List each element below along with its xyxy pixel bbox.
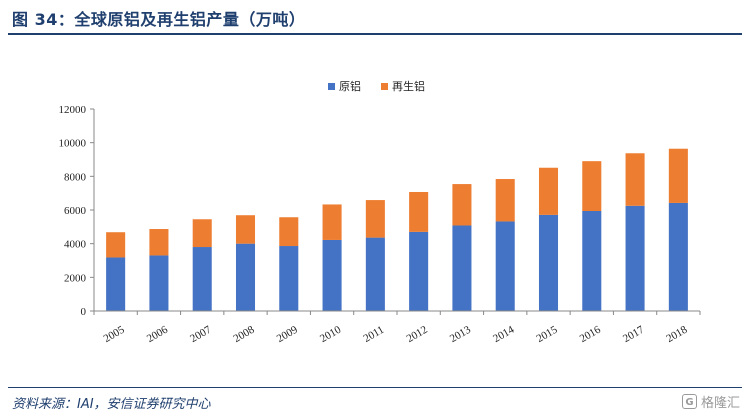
bar-recycled-aluminum (235, 215, 256, 244)
bar-recycled-aluminum (582, 161, 602, 212)
bar-primary-aluminum (279, 246, 299, 311)
legend-label-primary: 原铝 (339, 79, 361, 93)
y-tick-label: 6000 (64, 205, 87, 217)
bar-recycled-aluminum (538, 167, 559, 215)
y-tick-label: 12000 (59, 104, 87, 116)
x-tick-label: 2012 (405, 324, 430, 345)
bar-primary-aluminum (495, 221, 515, 311)
watermark: G 格隆汇 (681, 392, 740, 411)
bar-recycled-aluminum (495, 179, 515, 222)
x-tick-label: 2015 (534, 323, 559, 345)
x-tick-label: 2013 (448, 323, 473, 345)
bar-recycled-aluminum (409, 191, 429, 232)
bar-recycled-aluminum (106, 232, 126, 258)
bar-recycled-aluminum (452, 184, 472, 226)
bar-primary-aluminum (106, 257, 126, 311)
x-tick-label: 2005 (102, 323, 127, 345)
figure-title: 图 34：全球原铝及再生铝产量（万吨） (12, 10, 306, 29)
bar-primary-aluminum (582, 211, 602, 311)
bar-recycled-aluminum (322, 204, 342, 240)
bar-recycled-aluminum (625, 153, 645, 206)
legend-swatch-primary (328, 83, 335, 90)
bar-primary-aluminum (365, 237, 385, 311)
x-tick-label: 2017 (621, 323, 646, 345)
x-axis: 2005 2006 2007 2008 2009 2010 2011 2012 2013 2014… (93, 310, 701, 345)
bar-primary-aluminum (149, 255, 169, 311)
bar-recycled-aluminum (149, 229, 169, 256)
bar-primary-aluminum (538, 214, 559, 311)
source-note: 资料来源：IAI，安信证券研究中心 (12, 397, 211, 412)
bar-group (106, 148, 688, 311)
x-tick-label: 2009 (275, 323, 300, 345)
y-tick-label: 4000 (64, 239, 87, 251)
x-tick-label: 2016 (578, 323, 603, 345)
bar-primary-aluminum (235, 243, 256, 311)
watermark-logo-icon: G (681, 394, 697, 409)
chart-legend: 原铝 再生铝 (328, 79, 425, 93)
x-tick-label: 2014 (491, 323, 516, 345)
x-tick-label: 2008 (231, 323, 256, 345)
bar-recycled-aluminum (668, 148, 688, 203)
y-tick-label: 8000 (64, 171, 87, 183)
y-tick-label: 0 (81, 306, 87, 318)
bar-recycled-aluminum (279, 217, 299, 247)
x-tick-label: 2018 (664, 323, 689, 345)
bar-primary-aluminum (192, 247, 212, 311)
top-rule (8, 33, 742, 35)
bar-recycled-aluminum (192, 219, 212, 248)
bar-primary-aluminum (668, 202, 688, 311)
bar-primary-aluminum (625, 205, 645, 311)
bottom-rule (8, 387, 742, 388)
y-axis: 0 2000 4000 6000 8000 10000 12000 (59, 104, 95, 318)
watermark-text: 格隆汇 (700, 396, 740, 411)
y-tick-label: 2000 (64, 272, 87, 284)
x-tick-label: 2011 (362, 324, 387, 345)
legend-label-recycled: 再生铝 (392, 79, 425, 93)
bar-primary-aluminum (452, 225, 472, 311)
x-tick-label: 2007 (188, 323, 213, 345)
x-tick-label: 2006 (145, 323, 170, 345)
bar-primary-aluminum (322, 239, 342, 311)
bar-recycled-aluminum (365, 200, 385, 238)
y-tick-label: 10000 (59, 138, 87, 150)
bar-primary-aluminum (409, 231, 429, 311)
x-tick-label: 2010 (318, 323, 343, 345)
legend-swatch-recycled (381, 83, 388, 90)
